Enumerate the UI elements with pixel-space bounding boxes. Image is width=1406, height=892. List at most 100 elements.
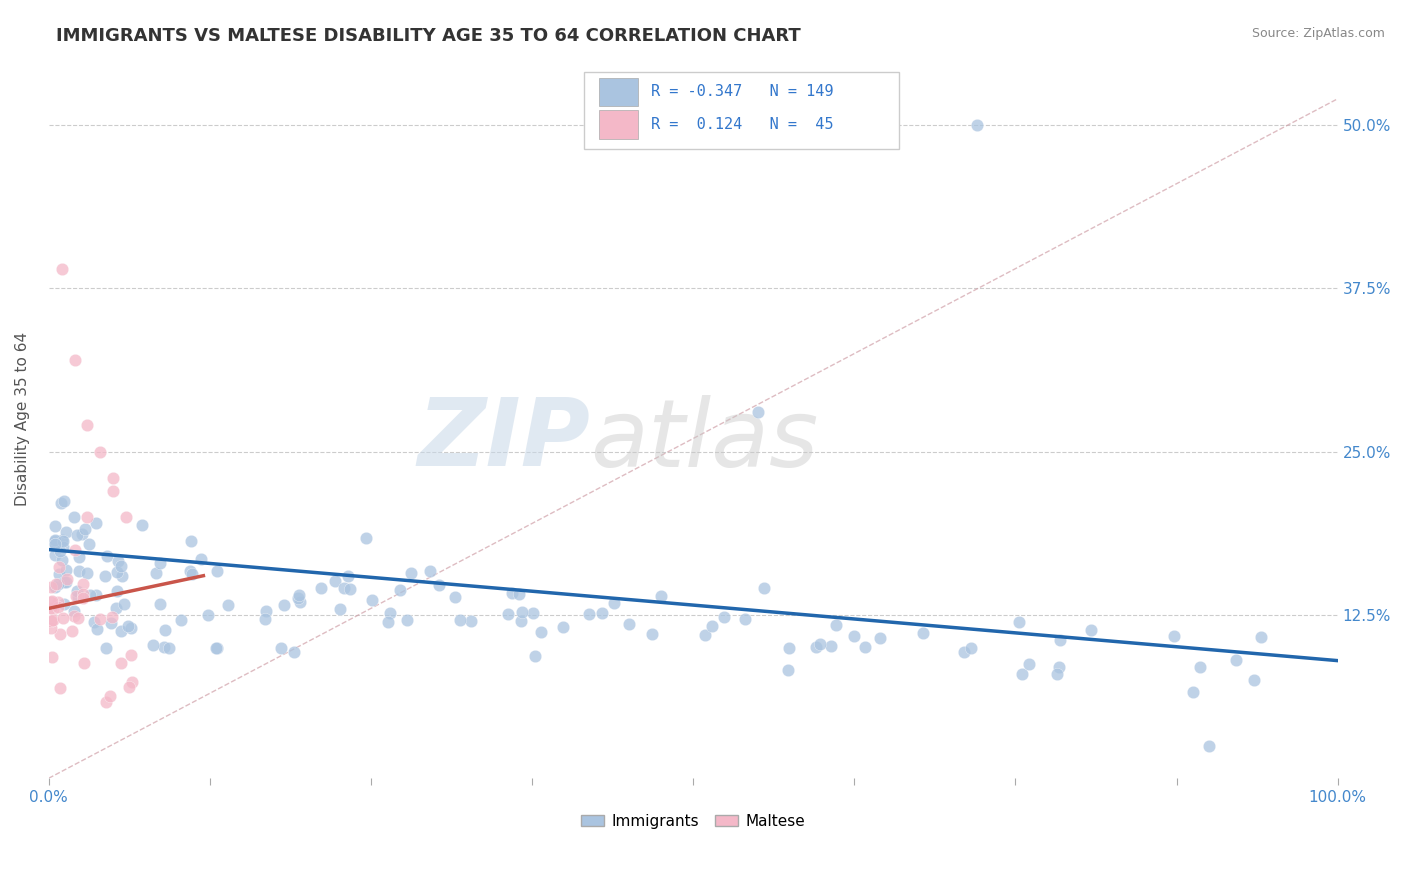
Point xyxy=(42,613,65,627)
Point xyxy=(966,118,988,132)
Point xyxy=(180,534,202,549)
Point xyxy=(179,564,201,578)
Point xyxy=(1007,615,1029,630)
Point xyxy=(41,595,63,609)
Point xyxy=(808,637,831,651)
Point xyxy=(508,587,530,601)
Point xyxy=(145,566,167,581)
Point xyxy=(67,564,90,578)
Point xyxy=(444,590,467,604)
Point xyxy=(73,522,96,536)
Point xyxy=(591,606,613,620)
Point xyxy=(121,674,143,689)
Point xyxy=(41,614,63,628)
Point xyxy=(65,589,87,603)
Point xyxy=(778,640,800,655)
Point xyxy=(86,622,108,636)
Point xyxy=(120,648,142,662)
Point xyxy=(142,638,165,652)
Point xyxy=(157,640,180,655)
Point xyxy=(853,640,876,654)
Point xyxy=(253,612,276,626)
Point xyxy=(107,554,129,568)
Point xyxy=(510,606,533,620)
Point xyxy=(76,418,98,433)
Point xyxy=(510,615,533,629)
Point xyxy=(1198,739,1220,753)
Point xyxy=(110,624,132,639)
Point xyxy=(115,509,138,524)
Point xyxy=(287,591,309,606)
Point xyxy=(149,556,172,570)
Point xyxy=(1225,653,1247,667)
Point xyxy=(79,588,101,602)
FancyBboxPatch shape xyxy=(599,110,638,138)
Point xyxy=(41,594,63,608)
Point xyxy=(700,619,723,633)
Point xyxy=(44,533,66,547)
Point xyxy=(776,663,799,677)
Point xyxy=(283,644,305,658)
Point xyxy=(869,632,891,646)
Point xyxy=(734,612,756,626)
Point xyxy=(63,353,86,368)
Point xyxy=(522,607,544,621)
Point xyxy=(84,588,107,602)
Point xyxy=(66,528,89,542)
Point xyxy=(377,615,399,630)
Point xyxy=(1243,673,1265,688)
Point xyxy=(89,444,111,458)
Point xyxy=(49,544,72,558)
Point xyxy=(94,569,117,583)
Point xyxy=(98,690,121,704)
Point xyxy=(117,618,139,632)
Point xyxy=(1189,660,1212,674)
Text: Source: ZipAtlas.com: Source: ZipAtlas.com xyxy=(1251,27,1385,40)
Point xyxy=(104,600,127,615)
Point xyxy=(523,648,546,663)
Point xyxy=(149,597,172,611)
Point xyxy=(713,610,735,624)
Point xyxy=(131,518,153,533)
Point xyxy=(67,590,90,604)
Point xyxy=(952,645,974,659)
Point xyxy=(110,558,132,573)
Point xyxy=(62,509,84,524)
Point xyxy=(388,582,411,597)
Point xyxy=(806,640,828,654)
Point xyxy=(100,609,122,624)
Point xyxy=(51,533,73,548)
Point xyxy=(530,624,553,639)
Point xyxy=(72,591,94,606)
Point xyxy=(270,640,292,655)
Point xyxy=(56,572,79,586)
Point xyxy=(45,576,67,591)
Point xyxy=(63,608,86,623)
Point xyxy=(399,566,422,580)
Point xyxy=(53,574,76,589)
Point xyxy=(49,496,72,510)
Point xyxy=(76,566,98,580)
Point xyxy=(77,537,100,551)
Point xyxy=(67,611,90,625)
Point xyxy=(1250,630,1272,644)
Point xyxy=(820,640,842,654)
Point xyxy=(650,589,672,603)
Point xyxy=(449,613,471,627)
Point xyxy=(52,533,75,548)
Point xyxy=(48,560,70,574)
Point xyxy=(288,588,311,602)
Point xyxy=(66,584,89,599)
Point xyxy=(1049,633,1071,648)
Point xyxy=(1046,666,1069,681)
Point xyxy=(44,580,66,594)
Point xyxy=(105,566,128,580)
Point xyxy=(181,566,204,581)
Point xyxy=(118,680,141,694)
Point xyxy=(73,657,96,671)
Point xyxy=(84,516,107,530)
Point xyxy=(1080,623,1102,637)
Text: R = -0.347   N = 149: R = -0.347 N = 149 xyxy=(651,85,834,99)
Point xyxy=(361,593,384,607)
Point xyxy=(44,537,66,551)
